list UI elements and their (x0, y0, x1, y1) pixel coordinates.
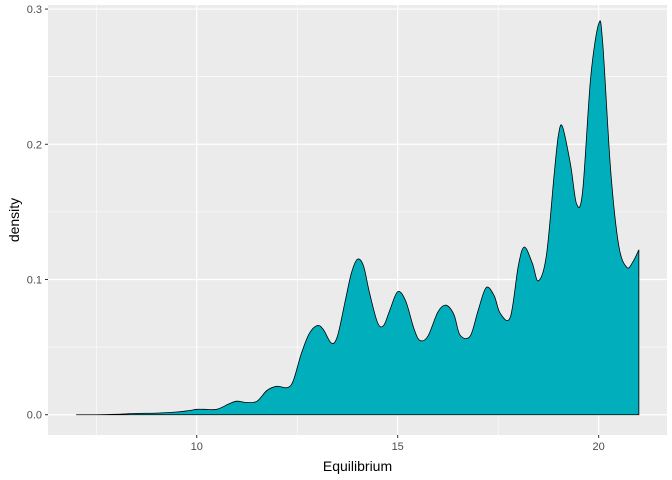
y-tick-label: 0.3 (27, 4, 42, 16)
y-tick-label: 0.1 (27, 274, 42, 286)
x-tick-label: 10 (191, 441, 203, 453)
y-tick-label: 0.0 (27, 410, 42, 422)
x-axis-title: Equilibrium (323, 458, 392, 474)
x-tick-label: 15 (392, 441, 404, 453)
y-axis: 0.0 0.1 0.2 0.3 (27, 4, 48, 422)
density-area (76, 20, 639, 415)
density-outline (76, 20, 640, 416)
y-tick-label: 0.2 (27, 139, 42, 151)
x-axis: 10 15 20 (191, 435, 605, 453)
y-axis-title: density (6, 198, 22, 242)
x-tick-label: 20 (593, 441, 605, 453)
